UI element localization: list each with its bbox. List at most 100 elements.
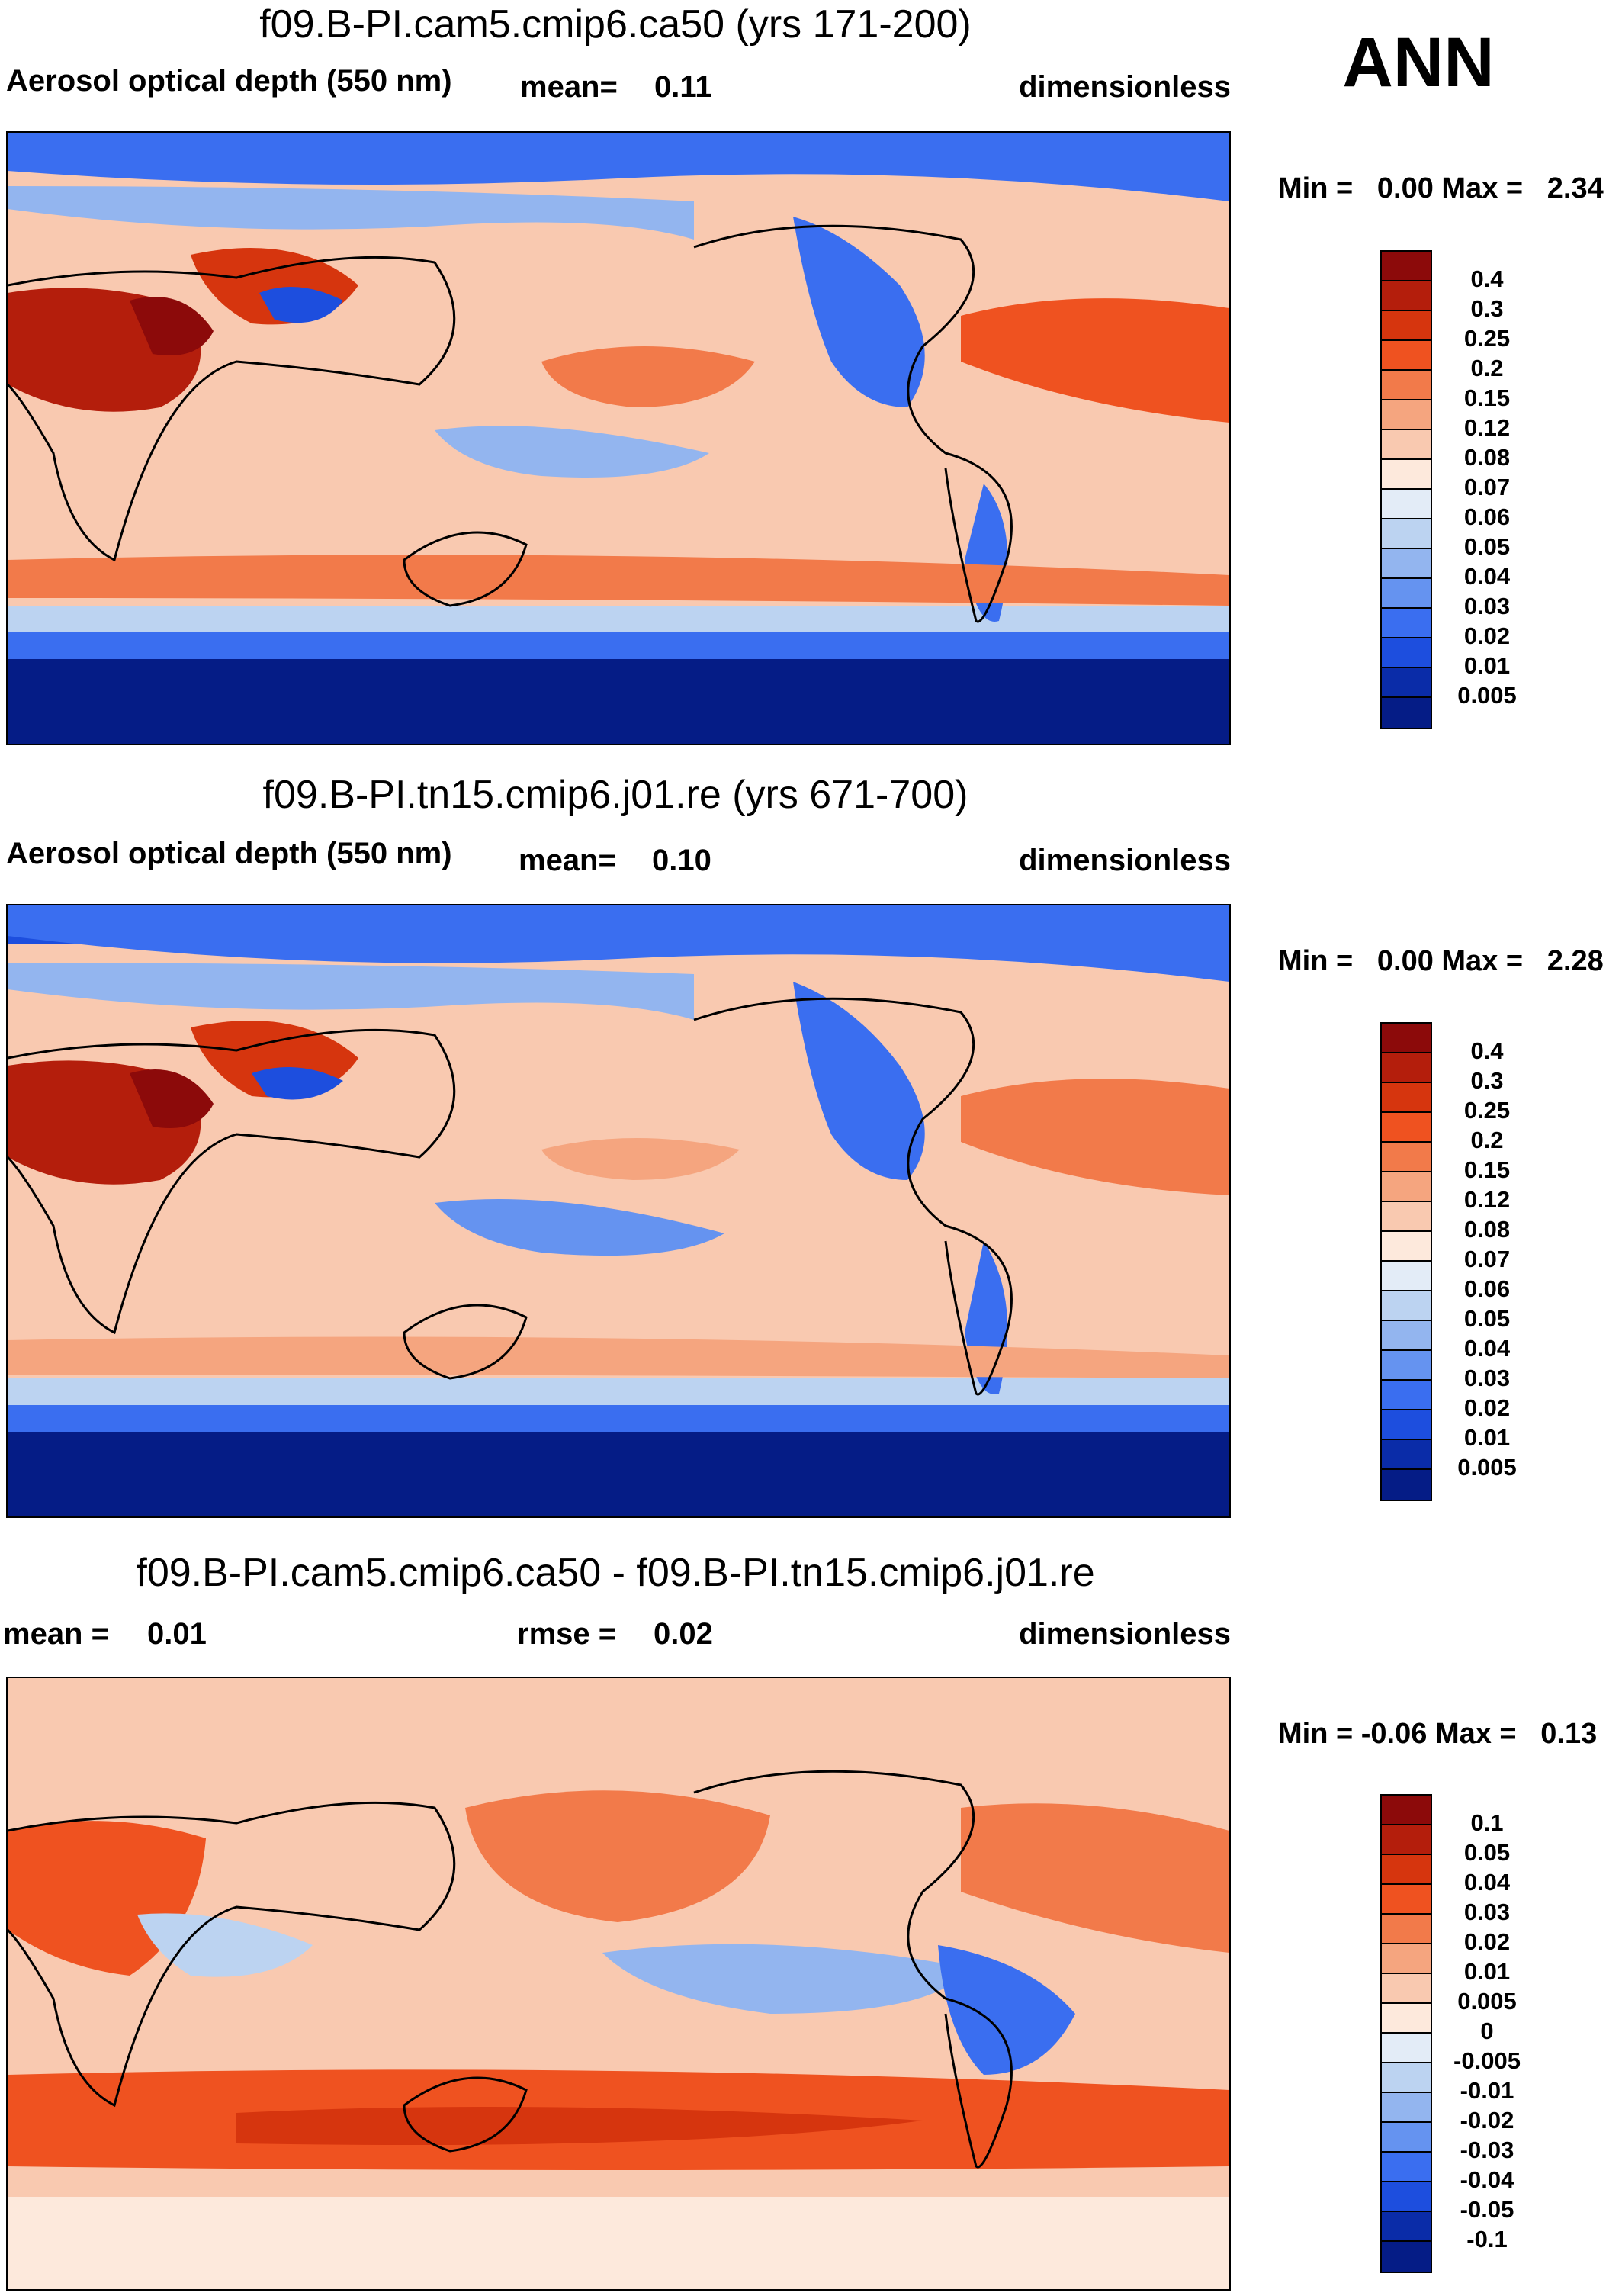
panel-3-map	[6, 1677, 1231, 2291]
land-outline	[8, 1801, 456, 2108]
colorbar-tick-label: 0.3	[1470, 1067, 1504, 1094]
colorbar-tick-label: 0.04	[1463, 1869, 1511, 1896]
arabia-dust	[130, 1069, 214, 1128]
colorbar-tick-label: 0.05	[1463, 533, 1511, 560]
max-label: Max =	[1441, 172, 1524, 204]
arctic-region	[8, 133, 1229, 201]
colorbar-segment	[1382, 2182, 1431, 2212]
tibet-low	[252, 1067, 343, 1100]
min-value: -0.06	[1360, 1718, 1428, 1750]
colorbar-tick-label: 0.3	[1470, 295, 1504, 322]
panel-2-variable-label: Aerosol optical depth (550 nm)	[6, 837, 452, 870]
colorbar-tick-label: 0.08	[1463, 1216, 1511, 1243]
colorbar-segment	[1382, 1083, 1431, 1113]
colorbar-tick-label: 0.08	[1463, 444, 1511, 471]
colorbar-tick-label: -0.05	[1460, 2196, 1514, 2223]
colorbar-tick-label: 0.4	[1470, 1037, 1504, 1064]
panel-1-colorbar	[1380, 250, 1432, 729]
colorbar-segment	[1382, 1172, 1431, 1202]
colorbar-segment	[1382, 1351, 1431, 1381]
colorbar-segment	[1382, 1232, 1431, 1262]
pacific-high	[541, 1138, 740, 1180]
panel-1-mean-label: mean=	[520, 70, 618, 104]
north-america-low	[793, 217, 925, 407]
colorbar-segment	[1382, 2212, 1431, 2242]
colorbar-segment	[1382, 1410, 1431, 1440]
colorbar-tick-label: 0.2	[1470, 1127, 1504, 1153]
colorbar-segment	[1382, 1796, 1431, 1825]
panel-1-map	[6, 131, 1231, 745]
colorbar-segment	[1382, 638, 1431, 668]
southern-core	[236, 2107, 923, 2145]
colorbar-tick-label: 0.25	[1463, 325, 1511, 352]
colorbar-tick-label: -0.04	[1460, 2166, 1514, 2193]
tropical-pacific-low	[435, 426, 709, 478]
colorbar-tick-label: 0.15	[1463, 1156, 1511, 1183]
colorbar-tick-label: 0.01	[1463, 652, 1511, 679]
land-outline	[8, 1028, 456, 1335]
colorbar-segment	[1382, 1262, 1431, 1291]
colorbar-tick-label: 0.05	[1463, 1839, 1511, 1866]
colorbar-tick-label: 0.4	[1470, 265, 1504, 292]
colorbar-segment	[1382, 2153, 1431, 2182]
antarctic-band	[8, 659, 1229, 744]
colorbar-tick-label: 0.07	[1463, 1246, 1511, 1272]
colorbar-segment	[1382, 1202, 1431, 1232]
panel-2-unit-label: dimensionless	[1019, 844, 1231, 877]
panel-3-minmax: Min = -0.06 Max = 0.13	[1278, 1718, 1597, 1751]
tropical-pacific-low	[435, 1199, 724, 1256]
colorbar-tick-label: -0.1	[1466, 2226, 1508, 2253]
panel-3-rmse-value: 0.02	[654, 1617, 713, 1651]
colorbar-segment	[1382, 1291, 1431, 1321]
colorbar-tick-label: 0.01	[1463, 1958, 1511, 1985]
max-value: 0.13	[1540, 1718, 1598, 1750]
min-label: Min =	[1278, 1718, 1354, 1750]
colorbar-segment	[1382, 490, 1431, 519]
colorbar-tick-label: 0.04	[1463, 563, 1511, 590]
colorbar-tick-label: 0.1	[1470, 1809, 1504, 1836]
panel-3-unit-label: dimensionless	[1019, 1617, 1231, 1651]
colorbar-tick-label: 0.12	[1463, 414, 1511, 441]
colorbar-segment	[1382, 609, 1431, 638]
colorbar-tick-label: -0.03	[1460, 2137, 1514, 2163]
arabia-dust	[130, 297, 214, 355]
max-label: Max =	[1434, 1718, 1517, 1750]
colorbar-tick-label: -0.005	[1453, 2047, 1521, 2074]
colorbar-segment	[1382, 400, 1431, 430]
land-outline	[693, 997, 1013, 1396]
colorbar-segment	[1382, 281, 1431, 311]
colorbar-segment	[1382, 2034, 1431, 2063]
colorbar-tick-label: 0.03	[1463, 1365, 1511, 1391]
colorbar-segment	[1382, 1974, 1431, 2004]
panel-1-variable-label: Aerosol optical depth (550 nm)	[6, 64, 452, 98]
colorbar-tick-label: 0.005	[1457, 1454, 1517, 1481]
north-atlantic-high	[961, 1079, 1229, 1195]
colorbar-segment	[1382, 698, 1431, 728]
tropical-pacific-low	[602, 1944, 968, 2014]
colorbar-segment	[1382, 430, 1431, 460]
north-atlantic-high	[961, 298, 1229, 423]
colorbar-segment	[1382, 371, 1431, 400]
panel-3-title: f09.B-PI.cam5.cmip6.ca50 - f09.B-PI.tn15…	[136, 1551, 1095, 1595]
colorbar-segment	[1382, 1381, 1431, 1410]
colorbar-segment	[1382, 1470, 1431, 1500]
min-value: 0.00	[1376, 945, 1434, 977]
colorbar-tick-label: 0.07	[1463, 474, 1511, 500]
colorbar-segment	[1382, 1053, 1431, 1083]
min-label: Min =	[1278, 945, 1354, 977]
panel-2-mean-value: 0.10	[652, 844, 711, 877]
colorbar-tick-label: 0.02	[1463, 1928, 1511, 1955]
colorbar-segment	[1382, 2093, 1431, 2123]
land-outline	[693, 1770, 1013, 2169]
colorbar-segment	[1382, 1113, 1431, 1143]
panel-3-rmse-label: rmse =	[517, 1617, 617, 1651]
panel-1-minmax: Min = 0.00 Max = 2.34	[1278, 172, 1604, 205]
colorbar-segment	[1382, 549, 1431, 579]
season-label: ANN	[1342, 24, 1495, 101]
panel-2-colorbar	[1380, 1022, 1432, 1501]
southern-high-band	[8, 555, 1229, 606]
north-america-low	[793, 982, 925, 1180]
colorbar-tick-label: -0.01	[1460, 2077, 1514, 2104]
north-atlantic-high	[961, 1803, 1229, 1953]
colorbar-tick-label: 0.04	[1463, 1335, 1511, 1362]
